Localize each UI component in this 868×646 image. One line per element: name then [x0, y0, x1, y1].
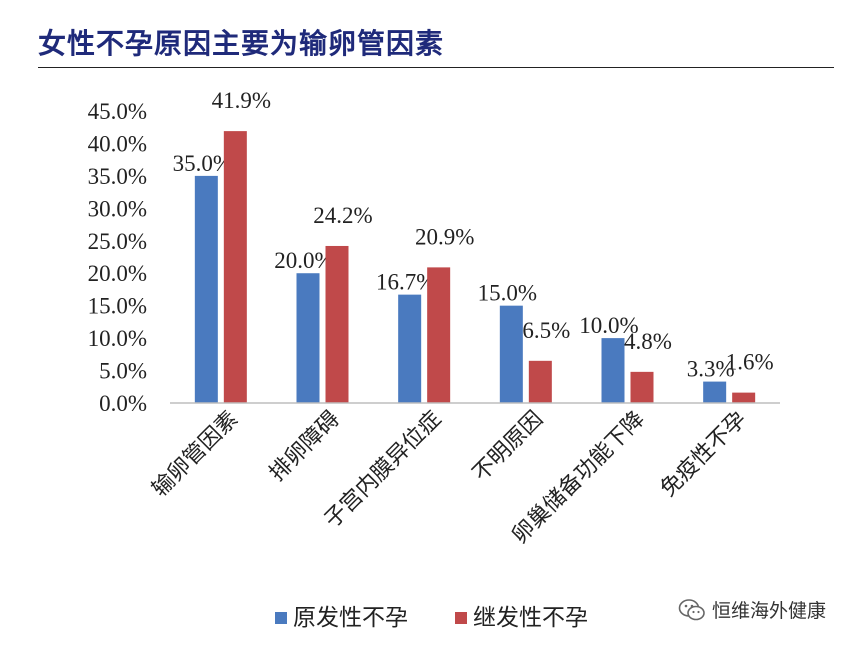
data-label: 24.2%: [313, 203, 372, 228]
bar-secondary: [528, 360, 552, 403]
legend-swatch-primary: [275, 612, 287, 624]
bar-primary: [601, 338, 625, 403]
data-label: 16.7%: [376, 270, 435, 295]
data-label: 41.9%: [212, 88, 271, 113]
y-tick-label: 5.0%: [99, 359, 147, 384]
x-tick-label: 排卵障碍: [265, 407, 345, 487]
y-tick-label: 40.0%: [88, 131, 147, 156]
data-label: 35.0%: [173, 151, 232, 176]
x-tick-label: 不明原因: [468, 407, 548, 487]
y-tick-label: 15.0%: [88, 294, 147, 319]
y-tick-label: 25.0%: [88, 229, 147, 254]
bar-secondary: [630, 371, 654, 403]
data-label: 20.0%: [274, 248, 333, 273]
title-divider: [38, 67, 834, 68]
bar-secondary: [427, 267, 451, 403]
wechat-icon: [678, 598, 706, 622]
legend-swatch-secondary: [455, 612, 467, 624]
data-label: 4.8%: [624, 329, 672, 354]
data-label: 10.0%: [579, 313, 638, 338]
data-label: 15.0%: [478, 281, 537, 306]
bar-secondary: [223, 131, 247, 404]
y-tick-label: 0.0%: [99, 391, 147, 416]
y-tick-label: 35.0%: [88, 164, 147, 189]
bar-primary: [398, 294, 422, 403]
x-tick-label: 免疫性不孕: [656, 407, 751, 502]
page-title: 女性不孕原因主要为输卵管因素: [38, 27, 445, 60]
legend-label: 继发性不孕: [473, 605, 588, 631]
data-label: 1.6%: [726, 350, 774, 375]
bar-secondary: [325, 245, 349, 403]
y-tick-label: 10.0%: [88, 326, 147, 351]
data-label: 3.3%: [687, 357, 735, 382]
x-tick-label: 输卵管因素: [148, 407, 243, 502]
watermark: 恒维海外健康: [678, 596, 826, 623]
bar-primary: [296, 273, 320, 403]
bar-primary: [194, 175, 218, 403]
bar-primary: [499, 305, 523, 403]
data-label: 6.5%: [522, 318, 570, 343]
legend-label: 原发性不孕: [293, 605, 408, 631]
watermark-text: 恒维海外健康: [712, 600, 827, 622]
bar-secondary: [732, 392, 756, 403]
data-label: 20.9%: [415, 224, 474, 249]
y-tick-label: 30.0%: [88, 196, 147, 221]
y-tick-label: 20.0%: [88, 261, 147, 286]
y-tick-label: 45.0%: [88, 99, 147, 124]
bar-primary: [703, 381, 727, 403]
